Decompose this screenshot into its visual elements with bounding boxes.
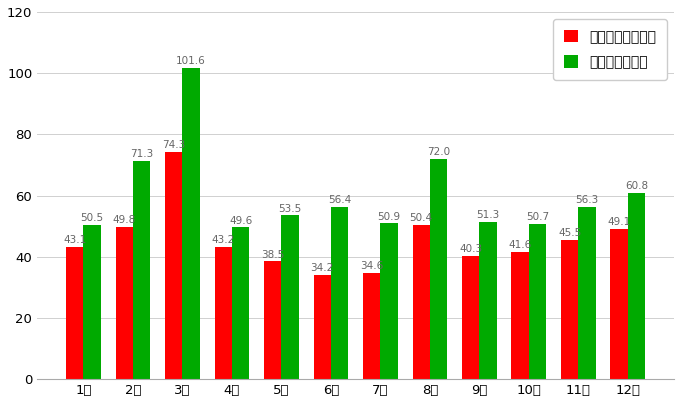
Bar	[511, 252, 529, 379]
Text: 101.6: 101.6	[176, 57, 206, 66]
Bar	[66, 247, 84, 379]
Bar	[215, 247, 232, 379]
Bar	[413, 225, 430, 379]
Text: 56.3: 56.3	[575, 195, 599, 205]
Bar	[116, 227, 133, 379]
Bar	[462, 256, 479, 379]
Bar	[381, 223, 398, 379]
Bar	[363, 273, 381, 379]
Text: 34.6: 34.6	[360, 261, 383, 271]
Bar	[232, 227, 249, 379]
Text: 43.1: 43.1	[63, 236, 86, 246]
Bar	[479, 222, 496, 379]
Text: 41.6: 41.6	[509, 240, 532, 250]
Bar	[183, 68, 200, 379]
Text: 74.3: 74.3	[162, 140, 185, 150]
Bar	[610, 229, 628, 379]
Text: 53.5: 53.5	[279, 204, 302, 214]
Text: 43.2: 43.2	[212, 235, 235, 245]
Bar	[561, 240, 578, 379]
Text: 50.5: 50.5	[80, 213, 104, 223]
Text: 45.5: 45.5	[558, 228, 582, 238]
Text: 50.7: 50.7	[526, 212, 549, 222]
Bar	[430, 159, 447, 379]
Bar	[281, 215, 299, 379]
Text: 40.3: 40.3	[459, 244, 482, 254]
Text: 38.5: 38.5	[261, 250, 285, 259]
Bar	[313, 275, 331, 379]
Bar	[264, 261, 281, 379]
Bar	[628, 193, 645, 379]
Bar	[331, 206, 348, 379]
Text: 72.0: 72.0	[427, 147, 450, 157]
Legend: ディズニーランド, ディズニーシー: ディズニーランド, ディズニーシー	[553, 19, 667, 80]
Text: 51.3: 51.3	[477, 210, 500, 220]
Text: 49.8: 49.8	[112, 215, 136, 225]
Text: 50.9: 50.9	[377, 212, 400, 221]
Bar	[133, 161, 151, 379]
Text: 60.8: 60.8	[625, 181, 648, 191]
Text: 50.4: 50.4	[410, 213, 432, 223]
Bar	[529, 224, 546, 379]
Text: 34.2: 34.2	[311, 263, 334, 273]
Text: 49.6: 49.6	[229, 216, 252, 225]
Bar	[578, 207, 596, 379]
Text: 71.3: 71.3	[130, 149, 153, 159]
Text: 56.4: 56.4	[328, 195, 351, 205]
Bar	[165, 152, 183, 379]
Text: 49.1: 49.1	[607, 217, 631, 227]
Bar	[84, 225, 101, 379]
